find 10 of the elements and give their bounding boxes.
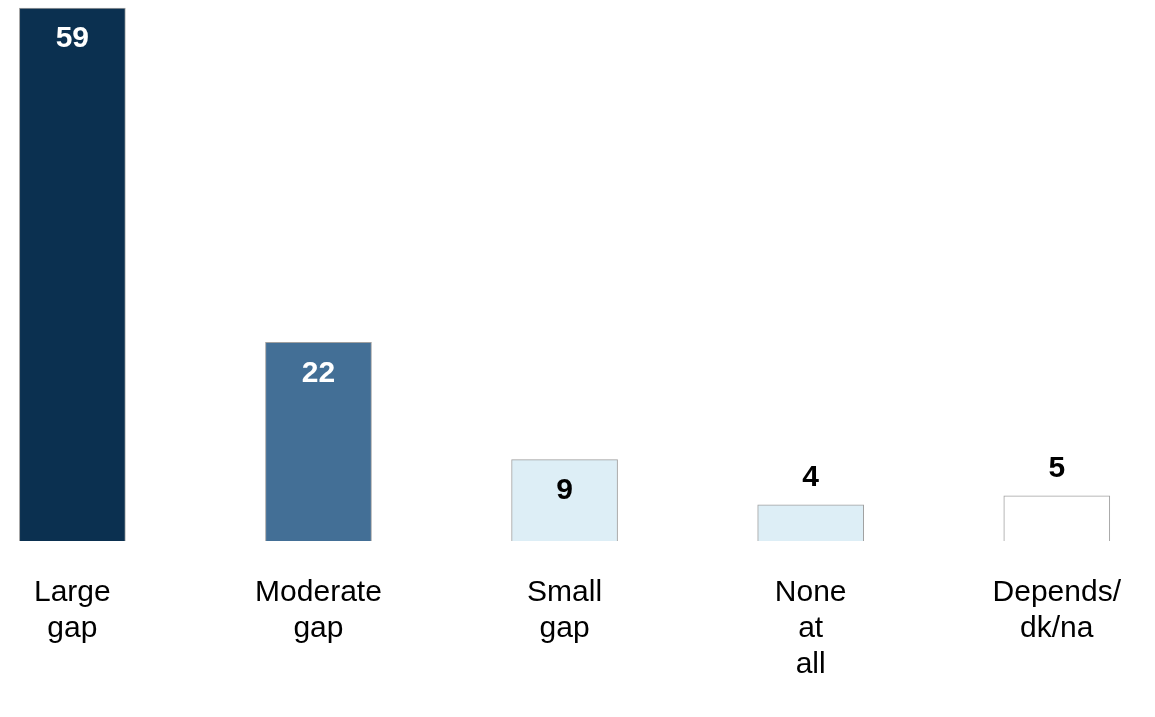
data-label: 9 bbox=[556, 471, 573, 505]
data-label: 4 bbox=[802, 459, 820, 493]
x-tick-label: None at all bbox=[774, 574, 847, 680]
data-label: 5 bbox=[1048, 450, 1066, 484]
x-tick-label: Small gap bbox=[527, 574, 603, 644]
data-label: 22 bbox=[301, 354, 336, 388]
data-label: 59 bbox=[55, 20, 90, 54]
x-tick-label: Moderate gap bbox=[255, 574, 382, 644]
x-tick-label: Depends/ dk/na bbox=[992, 574, 1122, 644]
x-tick-label: Large gap bbox=[34, 574, 111, 644]
